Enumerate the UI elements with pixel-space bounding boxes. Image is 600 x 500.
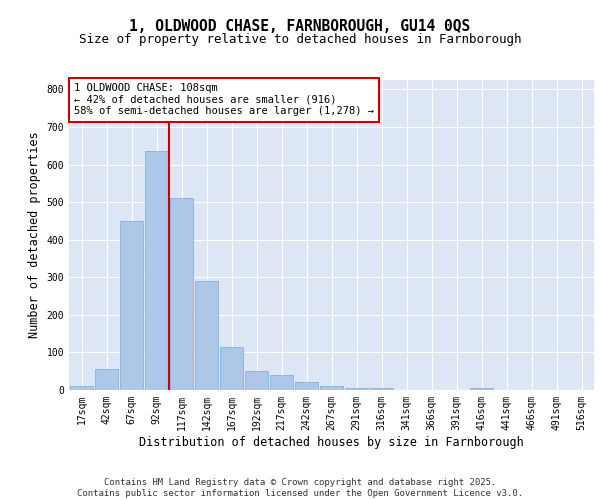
- Bar: [95, 370, 118, 390]
- Bar: [70, 386, 94, 390]
- Text: 1, OLDWOOD CHASE, FARNBOROUGH, GU14 0QS: 1, OLDWOOD CHASE, FARNBOROUGH, GU14 0QS: [130, 19, 470, 34]
- Bar: [170, 198, 193, 390]
- Y-axis label: Number of detached properties: Number of detached properties: [28, 132, 41, 338]
- Text: Contains HM Land Registry data © Crown copyright and database right 2025.
Contai: Contains HM Land Registry data © Crown c…: [77, 478, 523, 498]
- Bar: [269, 375, 293, 390]
- Bar: [344, 388, 368, 390]
- Bar: [295, 382, 319, 390]
- Bar: [145, 152, 169, 390]
- Bar: [470, 388, 493, 390]
- X-axis label: Distribution of detached houses by size in Farnborough: Distribution of detached houses by size …: [139, 436, 524, 448]
- Bar: [320, 386, 343, 390]
- Text: Size of property relative to detached houses in Farnborough: Size of property relative to detached ho…: [79, 34, 521, 46]
- Bar: [370, 388, 394, 390]
- Bar: [194, 281, 218, 390]
- Bar: [245, 371, 268, 390]
- Text: 1 OLDWOOD CHASE: 108sqm
← 42% of detached houses are smaller (916)
58% of semi-d: 1 OLDWOOD CHASE: 108sqm ← 42% of detache…: [74, 83, 374, 116]
- Bar: [220, 347, 244, 390]
- Bar: [119, 221, 143, 390]
